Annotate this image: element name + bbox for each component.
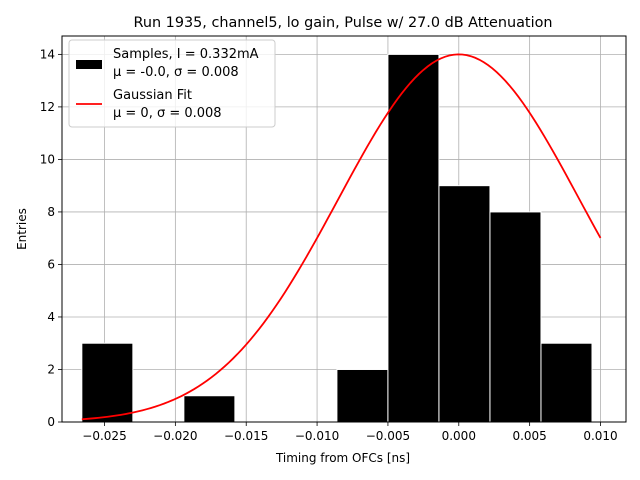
x-tick-label: 0.010 (583, 429, 617, 443)
y-axis-ticks: 0 2 4 6 8 10 12 14 (40, 47, 62, 429)
histogram-bar (183, 395, 236, 423)
x-tick-label: −0.010 (295, 429, 339, 443)
histogram-bars (81, 53, 593, 423)
x-axis-label: Timing from OFCs [ns] (275, 451, 410, 465)
y-tick-label: 10 (40, 152, 55, 166)
histogram-bar (387, 53, 440, 423)
x-tick-label: −0.015 (224, 429, 268, 443)
legend-fit-stats: μ = 0, σ = 0.008 (113, 106, 222, 121)
legend: Samples, I = 0.332mA μ = -0.0, σ = 0.008… (68, 39, 276, 128)
histogram-bar (438, 185, 491, 423)
y-tick-label: 14 (40, 47, 55, 61)
legend-fit-label: Gaussian Fit (113, 88, 192, 103)
histogram-bar (81, 342, 134, 423)
x-tick-label: −0.020 (153, 429, 197, 443)
x-tick-label: −0.005 (366, 429, 410, 443)
x-tick-label: 0.005 (512, 429, 546, 443)
histogram-bar (336, 368, 389, 423)
y-tick-label: 0 (47, 415, 55, 429)
y-tick-label: 8 (47, 205, 55, 219)
histogram-bar (489, 211, 542, 423)
legend-histogram-stats: μ = -0.0, σ = 0.008 (113, 65, 239, 80)
gaussian-fit-line (81, 53, 602, 421)
y-axis-label: Entries (15, 208, 29, 250)
y-tick-label: 6 (47, 257, 55, 271)
y-tick-label: 4 (47, 310, 55, 324)
chart-title: Run 1935, channel5, lo gain, Pulse w/ 27… (134, 15, 553, 31)
x-axis-ticks: −0.025 −0.020 −0.015 −0.010 −0.005 0.000 0.005… (82, 422, 618, 443)
legend-box (68, 39, 276, 128)
y-tick-label: 2 (47, 362, 55, 376)
x-tick-label: 0.000 (442, 429, 476, 443)
y-tick-label: 12 (40, 100, 55, 114)
legend-histogram-label: Samples, I = 0.332mA (113, 47, 259, 62)
histogram-bar (540, 342, 593, 423)
legend-histogram-swatch (76, 60, 102, 69)
plot-frame (61, 35, 627, 423)
x-tick-label: −0.025 (82, 429, 126, 443)
